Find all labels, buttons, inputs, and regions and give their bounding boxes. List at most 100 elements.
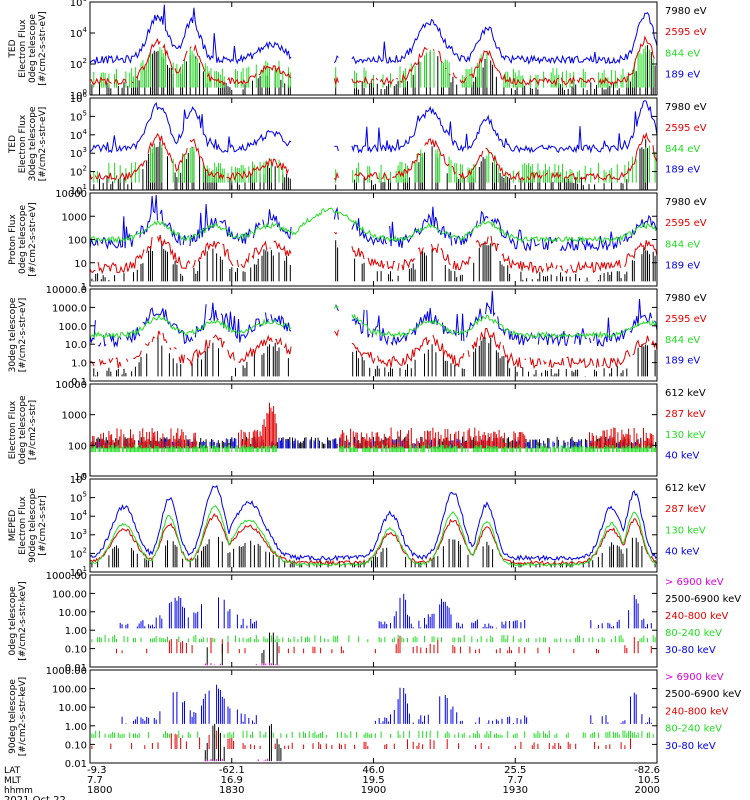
y-axis-title-line: MEPED: [8, 510, 18, 542]
y-tick-label: 1000.00: [46, 571, 87, 582]
y-tick-label: 0.01: [65, 759, 87, 770]
legend-entry: 612 keV: [665, 483, 706, 494]
series-blue: [89, 484, 658, 562]
y-axis-title-line: [#/cm2-s-str-keV]: [18, 677, 28, 756]
x-tick-label-lat: 25.5: [504, 765, 526, 776]
y-axis-title-line: 0deg telescope: [18, 395, 28, 465]
y-axis-title: TED Electron Flux 0deg telescope [#/cm2-s-s…: [8, 11, 48, 86]
y-tick-label: 1000.0: [52, 303, 87, 314]
x-row-label: hhmm: [4, 786, 33, 796]
plot-frame: [89, 383, 658, 477]
panel-meped-e90: 101 102 103 104 105 106 MEPED Electron Flux 90de…: [8, 472, 706, 579]
x-row-label: LAT: [4, 766, 21, 776]
series-green: [89, 305, 658, 339]
y-axis-title: TED Electron Flux 30deg telescope [#/cm2-s-…: [8, 106, 48, 181]
legend-entry: 7980 eV: [665, 293, 707, 304]
y-tick-label: 10: [74, 472, 87, 483]
y-tick-label: 104: [70, 26, 88, 40]
y-axis-title-line: [#/cm2-s-str-eV]: [38, 107, 48, 182]
legend-entry: 287 keV: [665, 504, 706, 515]
series-blue-marks: [89, 438, 654, 449]
series-red: [89, 231, 658, 275]
y-tick-label: 10.0: [65, 340, 87, 351]
legend-entry: 40 keV: [665, 546, 699, 557]
legend-entry: 844 eV: [665, 335, 700, 346]
y-axis-title: 90deg telescope [#/cm2-s-str-keV]: [8, 677, 28, 756]
y-tick-label: 1000: [62, 411, 87, 422]
series-black-marks: [89, 335, 658, 377]
series-blue-marks: [119, 593, 658, 629]
x-tick-label-time: 1900: [361, 785, 386, 796]
legend-entry: 240-800 keV: [665, 706, 729, 717]
y-tick-label: 102: [70, 57, 87, 71]
y-tick-label: 1.00: [65, 722, 87, 733]
x-tick-label-mlt: 16.9: [221, 775, 243, 786]
x-tick-label-time: 1930: [503, 785, 528, 796]
legend-entry: 240-800 keV: [665, 611, 729, 622]
panel-meped-p0: 0.01 0.10 1.00 10.00 100.00 1000.00 0deg teles…: [8, 571, 741, 674]
y-tick-label: 0.10: [65, 740, 87, 751]
legend-entry: 2595 eV: [665, 314, 707, 325]
y-tick-label: 106: [70, 472, 88, 486]
y-tick-label: 1.00: [65, 626, 87, 637]
y-axis-title-line: [#/cm2-s-str-keV]: [18, 581, 28, 660]
legend-entry: > 6900 keV: [665, 577, 724, 588]
y-tick-label: 10000.0: [46, 285, 87, 296]
legend-entry: 2595 eV: [665, 218, 707, 229]
y-tick-label: 100.00: [52, 685, 87, 696]
y-tick-label: 103: [70, 528, 87, 542]
y-axis-title-line: TED: [8, 39, 18, 58]
y-axis-title-line: [#/cm2-s-str]: [38, 495, 48, 555]
y-axis-title-line: [#/cm2-s-str-eV]: [28, 202, 38, 277]
series-green-marks: [89, 730, 654, 738]
y-axis-title-line: 0deg telescope: [28, 14, 38, 84]
x-tick-label-mlt: 19.5: [362, 775, 384, 786]
y-axis-title: 30deg telescope [#/cm2-s-str-eV]: [8, 297, 28, 372]
x-tick-label-mlt: 10.5: [638, 775, 660, 786]
y-axis-title-line: [#/cm2-s-str-eV]: [18, 298, 28, 373]
legend-entry: 844 eV: [665, 48, 700, 59]
legend-entry: 287 keV: [665, 409, 706, 420]
panel-ted-p0: 1 10 100 1000 10000 Proton Flux 0deg telescope…: [8, 189, 707, 293]
x-tick-label-lat: -82.6: [634, 765, 660, 776]
y-tick-label: 0.01: [65, 663, 87, 674]
y-tick-label: 104: [70, 509, 88, 523]
y-tick-label: 0.1: [71, 377, 87, 388]
y-axis-title-line: Electron Flux: [18, 496, 28, 555]
y-tick-label: 10: [74, 259, 87, 270]
series-red-marks: [89, 635, 652, 654]
series-green-marks: [91, 634, 656, 643]
panel-meped-e0: 10 100 1000 10000 Electron Flux 0deg telescop…: [8, 380, 706, 483]
legend-entry: > 6900 keV: [665, 672, 724, 683]
y-axis-title-line: Proton Flux: [8, 214, 18, 265]
y-axis-title-line: 30deg telescope: [28, 106, 38, 181]
series-magenta-marks: [204, 662, 280, 666]
y-axis-title-line: 90deg telescope: [8, 679, 18, 754]
legend-entry: 189 eV: [665, 69, 700, 80]
y-tick-label: 104: [70, 128, 88, 142]
legend-entry: 130 keV: [665, 525, 706, 536]
x-row-label: MLT: [4, 776, 22, 786]
y-tick-label: 0.10: [65, 645, 87, 656]
legend-entry: 612 keV: [665, 388, 706, 399]
y-tick-label: 105: [70, 491, 87, 505]
legend-entry: 844 eV: [665, 239, 700, 250]
y-axis-title-line: Electron Flux: [18, 114, 28, 173]
series-black-marks: [206, 632, 278, 666]
plot-frame: [89, 288, 658, 382]
x-tick-label-lat: 46.0: [362, 765, 384, 776]
y-tick-label: 101: [70, 183, 87, 197]
y-tick-label: 10.00: [58, 703, 87, 714]
y-tick-label: 1.0: [71, 359, 87, 370]
series-blue: [89, 194, 658, 252]
y-tick-label: 100.00: [52, 589, 87, 600]
series-green: [89, 207, 658, 244]
y-tick-label: 1000: [62, 212, 87, 223]
y-axis-title-line: 0deg telescope: [18, 205, 28, 275]
series-blue: [89, 100, 658, 154]
legend-entry: 844 eV: [665, 144, 700, 155]
y-axis-title-line: [#/cm2-s-str-eV]: [38, 11, 48, 86]
x-axis-labels: -9.37.71800-62.116.9183046.019.5190025.5…: [4, 2, 660, 800]
